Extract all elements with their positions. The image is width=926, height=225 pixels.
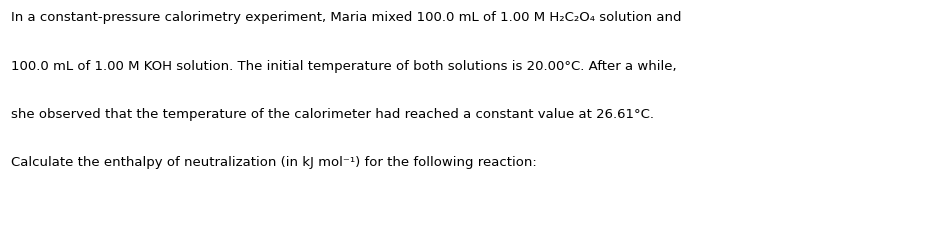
- Text: In a constant-pressure calorimetry experiment, Maria mixed 100.0 mL of 1.00 M H₂: In a constant-pressure calorimetry exper…: [11, 11, 682, 24]
- Text: 100.0 mL of 1.00 M KOH solution. The initial temperature of both solutions is 20: 100.0 mL of 1.00 M KOH solution. The ini…: [11, 60, 677, 73]
- Text: she observed that the temperature of the calorimeter had reached a constant valu: she observed that the temperature of the…: [11, 108, 654, 121]
- Text: Calculate the enthalpy of neutralization (in kJ mol⁻¹) for the following reactio: Calculate the enthalpy of neutralization…: [11, 156, 537, 169]
